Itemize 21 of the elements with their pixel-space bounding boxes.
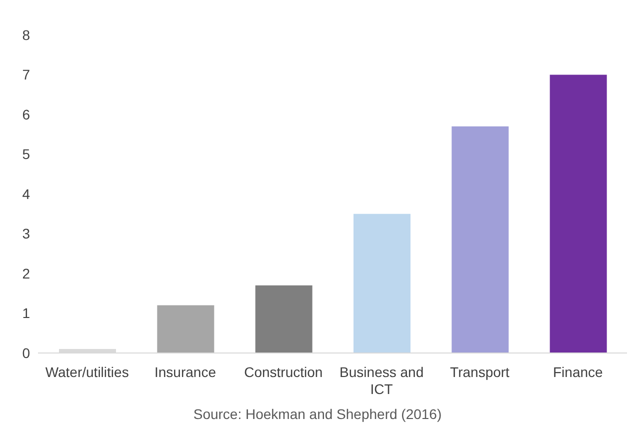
y-tick-label: 1 — [22, 305, 30, 322]
y-tick-label: 4 — [22, 186, 30, 202]
bar — [255, 285, 312, 353]
bar — [550, 74, 607, 353]
y-tick-label: 3 — [22, 226, 30, 242]
source-note: Source: Hoekman and Shepherd (2016) — [192, 406, 443, 422]
bar — [354, 214, 410, 353]
x-tick-label: Water/utilities — [45, 364, 129, 380]
y-tick-label: 2 — [22, 265, 30, 282]
x-tick-label: Finance — [553, 364, 604, 380]
x-tick-label: Business and ICT — [340, 364, 424, 397]
x-tick-label: Transport — [450, 364, 510, 380]
bar — [452, 126, 509, 353]
x-tick-label: Insurance — [154, 364, 216, 380]
y-tick-label: 0 — [22, 344, 30, 361]
y-tick-label: 5 — [22, 146, 30, 162]
x-tick-label: Construction — [244, 364, 323, 380]
bar — [157, 305, 214, 353]
y-tick-label: 8 — [22, 26, 30, 43]
y-tick-label: 6 — [22, 106, 30, 122]
y-tick-label: 7 — [22, 66, 30, 83]
